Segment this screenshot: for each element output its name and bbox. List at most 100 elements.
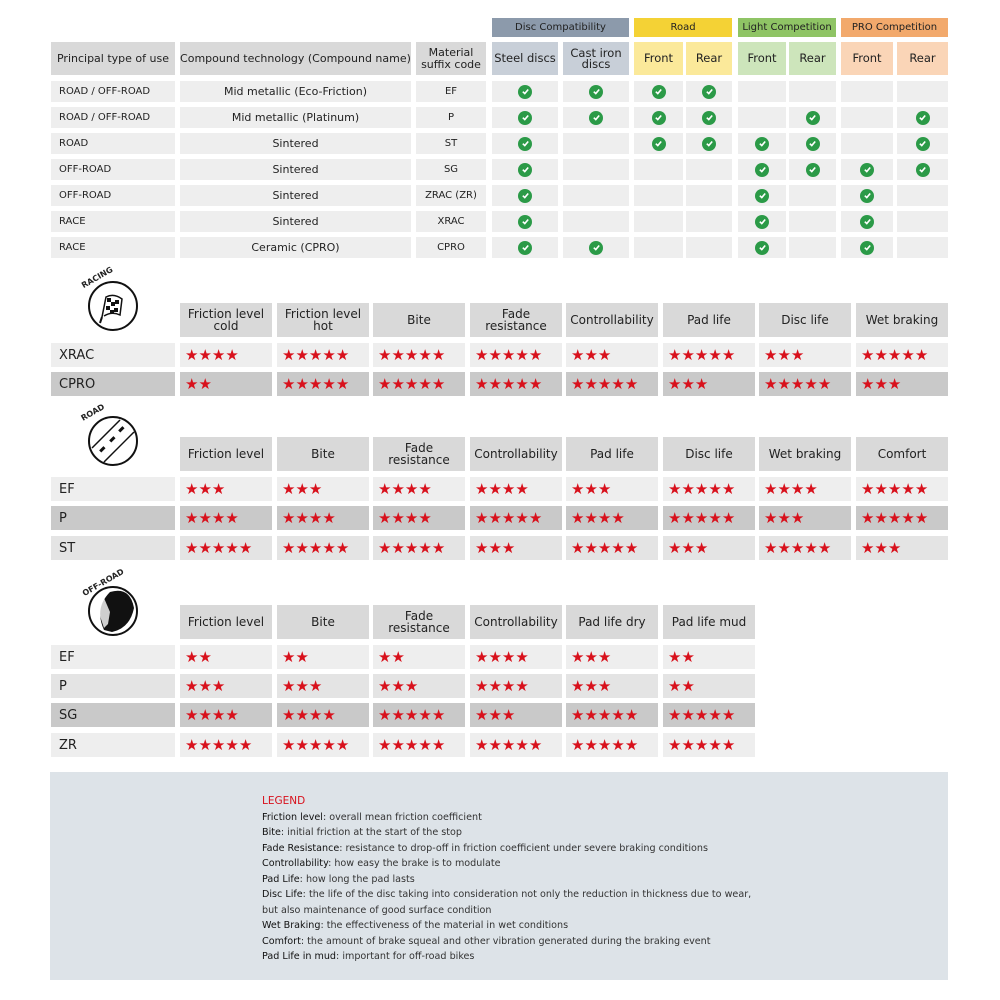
star-icon: ★ — [584, 345, 598, 364]
check-cell — [738, 185, 786, 206]
check-icon — [805, 136, 820, 151]
star-icon: ★ — [914, 345, 929, 364]
rating-header: Controllability — [470, 437, 562, 471]
star-icon: ★ — [295, 735, 309, 754]
star-icon: ★ — [668, 538, 682, 557]
check-icon — [589, 84, 603, 99]
star-icon: ★ — [571, 647, 585, 666]
star-icon: ★ — [501, 508, 516, 527]
star-icon: ★ — [624, 705, 639, 724]
star-rating: ★ ★ ★ ★ ★ — [566, 703, 658, 727]
star-icon: ★ — [681, 374, 695, 393]
star-icon: ★ — [475, 345, 489, 364]
star-icon: ★ — [874, 508, 888, 527]
star-rating: ★ ★ ★ ★ — [470, 674, 562, 698]
check-cell — [563, 81, 629, 102]
star-icon: ★ — [861, 345, 875, 364]
group-header-pro-competition: PRO Competition — [841, 18, 948, 37]
legend-term: Friction level — [262, 811, 323, 823]
code-cell: CPRO — [416, 237, 486, 258]
star-icon: ★ — [571, 676, 585, 695]
star-icon: ★ — [475, 479, 489, 498]
check-icon — [915, 110, 930, 125]
star-icon: ★ — [378, 676, 392, 695]
star-icon: ★ — [322, 345, 336, 364]
star-rating: ★ ★ ★ — [180, 477, 272, 501]
check-icon — [755, 214, 769, 229]
star-icon: ★ — [501, 479, 516, 498]
use-cell: ROAD — [51, 133, 175, 154]
star-icon: ★ — [681, 676, 695, 695]
check-cell — [738, 211, 786, 232]
check-icon — [860, 162, 874, 177]
empty-cell — [789, 81, 836, 102]
code-cell: XRAC — [416, 211, 486, 232]
star-icon: ★ — [584, 676, 598, 695]
star-icon: ★ — [308, 735, 323, 754]
star-icon: ★ — [861, 374, 875, 393]
star-icon: ★ — [185, 374, 199, 393]
star-icon: ★ — [198, 647, 212, 666]
compound-cell: Ceramic (CPRO) — [180, 237, 411, 258]
star-icon: ★ — [624, 374, 639, 393]
star-icon: ★ — [282, 647, 296, 666]
check-icon — [518, 240, 532, 255]
check-cell — [634, 107, 683, 128]
star-icon: ★ — [804, 538, 818, 557]
legend-term: Pad Life — [262, 873, 300, 885]
check-icon — [518, 162, 532, 177]
star-icon: ★ — [198, 705, 212, 724]
check-icon — [755, 188, 769, 203]
code-cell: P — [416, 107, 486, 128]
star-icon: ★ — [861, 508, 875, 527]
star-icon: ★ — [488, 538, 502, 557]
star-rating: ★ ★ ★ ★ — [470, 645, 562, 669]
empty-cell — [789, 211, 836, 232]
empty-cell — [634, 159, 683, 180]
star-rating: ★ ★ — [180, 645, 272, 669]
star-icon: ★ — [475, 647, 489, 666]
star-icon: ★ — [404, 705, 419, 724]
star-icon: ★ — [225, 735, 239, 754]
use-cell: OFF-ROAD — [51, 159, 175, 180]
star-icon: ★ — [501, 538, 516, 557]
star-icon: ★ — [901, 479, 915, 498]
check-cell — [492, 237, 558, 258]
star-rating: ★ ★ ★ ★ ★ — [566, 733, 658, 757]
star-icon: ★ — [431, 345, 446, 364]
star-icon: ★ — [584, 705, 598, 724]
compound-code: EF — [51, 645, 175, 669]
star-icon: ★ — [804, 479, 818, 498]
check-icon — [860, 240, 874, 255]
star-rating: ★ ★ ★ ★ — [470, 477, 562, 501]
star-rating: ★ ★ ★ — [277, 477, 369, 501]
star-icon: ★ — [874, 374, 888, 393]
star-rating: ★ ★ ★ — [759, 506, 851, 530]
star-icon: ★ — [185, 705, 199, 724]
star-icon: ★ — [571, 374, 585, 393]
star-icon: ★ — [225, 345, 239, 364]
check-cell — [841, 211, 893, 232]
star-icon: ★ — [817, 538, 832, 557]
check-icon — [860, 188, 874, 203]
star-icon: ★ — [668, 345, 682, 364]
subheader: Front — [634, 42, 683, 75]
star-icon: ★ — [668, 647, 682, 666]
star-icon: ★ — [308, 705, 323, 724]
star-rating: ★ ★ ★ ★ — [180, 703, 272, 727]
column-header: Compound technology (Compound name) — [180, 42, 411, 75]
check-cell — [841, 185, 893, 206]
use-cell: OFF-ROAD — [51, 185, 175, 206]
star-icon: ★ — [282, 374, 296, 393]
star-icon: ★ — [391, 705, 405, 724]
star-icon: ★ — [708, 735, 722, 754]
legend-desc: : overall mean friction coefficient — [322, 811, 482, 823]
empty-cell — [897, 211, 948, 232]
group-header-road: Road — [634, 18, 732, 37]
star-icon: ★ — [295, 345, 309, 364]
star-icon: ★ — [708, 705, 722, 724]
star-icon: ★ — [391, 479, 405, 498]
star-rating: ★ ★ ★ ★ — [373, 477, 465, 501]
legend-item: Friction level: overall mean friction co… — [262, 810, 751, 826]
star-icon: ★ — [887, 479, 902, 498]
